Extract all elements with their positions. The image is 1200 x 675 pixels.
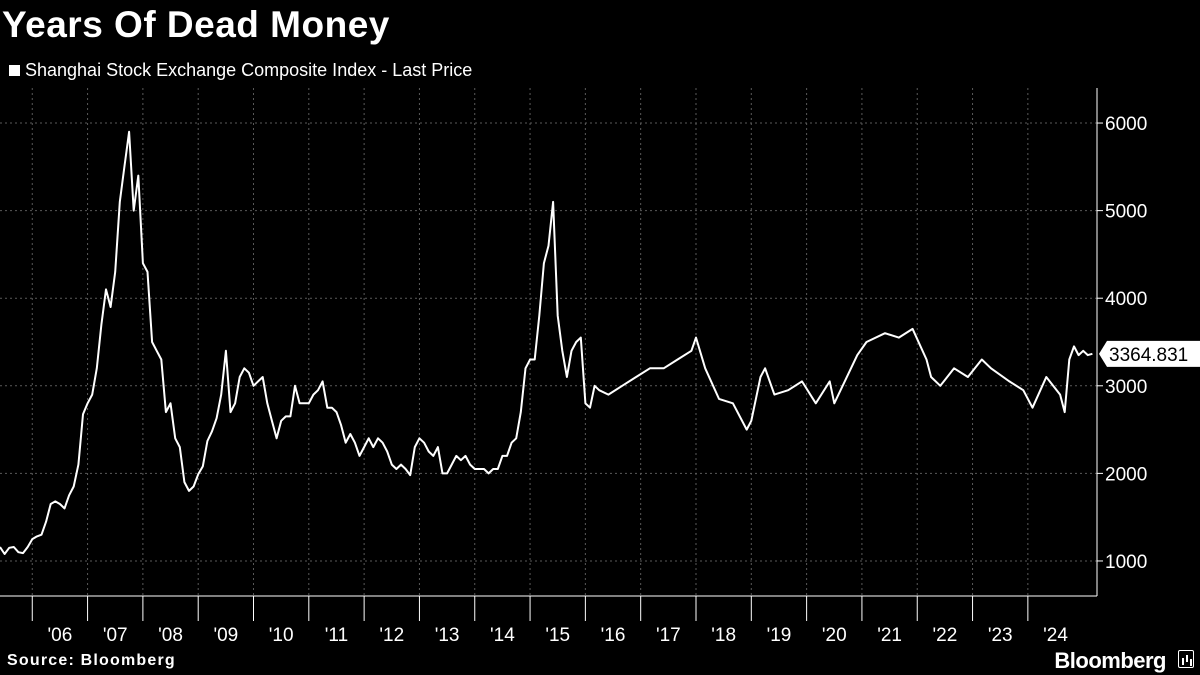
y-tick-label: 2000 — [1105, 464, 1147, 485]
y-tick-label: 6000 — [1105, 114, 1147, 135]
x-tick-label: '20 — [822, 625, 847, 646]
x-tick-label: '19 — [767, 625, 792, 646]
x-tick-label: '22 — [933, 625, 958, 646]
x-tick-label: '10 — [269, 625, 294, 646]
legend: Shanghai Stock Exchange Composite Index … — [9, 60, 472, 81]
chart-badge-icon — [1178, 650, 1194, 668]
legend-label: Shanghai Stock Exchange Composite Index … — [25, 60, 473, 80]
x-tick-label: '07 — [103, 625, 128, 646]
bloomberg-logo: Bloomberg — [1054, 648, 1166, 673]
y-tick-label: 3000 — [1105, 377, 1147, 398]
series-line — [0, 130, 1093, 555]
x-tick-label: '17 — [656, 625, 681, 646]
x-tick-label: '16 — [601, 625, 626, 646]
last-value-badge — [1099, 340, 1200, 367]
y-tick-label: 1000 — [1105, 552, 1147, 573]
x-tick-label: '09 — [213, 625, 238, 646]
y-tick-label: 4000 — [1105, 289, 1147, 310]
x-tick-label: '15 — [545, 625, 570, 646]
x-tick-label: '11 — [325, 625, 348, 646]
x-tick-label: '14 — [490, 625, 515, 646]
last-value-label: 3364.831 — [1109, 345, 1188, 366]
x-tick-label: '24 — [1043, 625, 1068, 646]
x-tick-label: '08 — [158, 625, 183, 646]
chart-title: Years Of Dead Money — [2, 4, 390, 45]
legend-swatch — [9, 65, 20, 76]
x-tick-label: '18 — [711, 625, 736, 646]
x-tick-label: '12 — [379, 625, 404, 646]
x-tick-label: '06 — [48, 625, 73, 646]
x-tick-label: '13 — [435, 625, 460, 646]
x-tick-label: '23 — [988, 625, 1013, 646]
y-tick-label: 5000 — [1105, 202, 1147, 223]
source-note: Source: Bloomberg — [7, 652, 176, 669]
x-tick-label: '21 — [877, 625, 902, 646]
